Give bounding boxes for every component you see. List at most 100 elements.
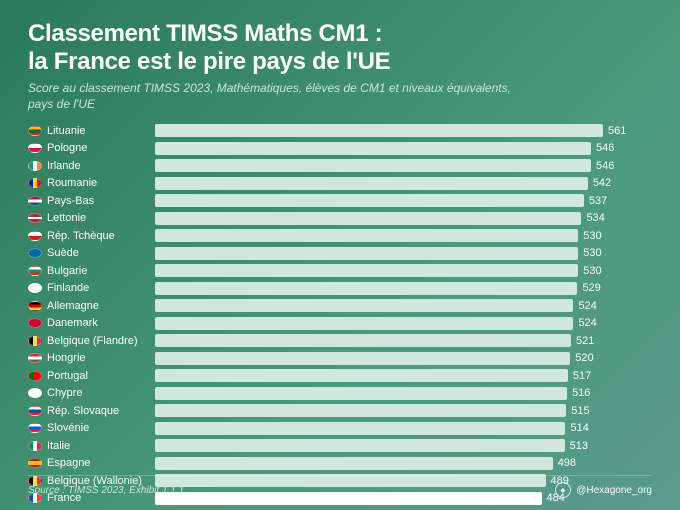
bar-fill [155, 212, 581, 225]
bar-track: 530 [155, 229, 652, 242]
bar-track: 542 [155, 177, 652, 190]
bar-track: 524 [155, 317, 652, 330]
country-label: Roumanie [47, 177, 155, 189]
bar-chart: Lituanie561Pologne546Irlande546Roumanie5… [28, 122, 652, 506]
country-label: Belgique (Flandre) [47, 335, 155, 347]
flag-icon [28, 126, 42, 136]
country-label: Pays-Bas [47, 195, 155, 207]
flag-icon [28, 161, 42, 171]
title-line-2: la France est le pire pays de l'UE [28, 48, 390, 75]
bar-fill [155, 334, 571, 347]
bar-row: Slovénie 514 [28, 420, 652, 437]
bar-value: 516 [572, 387, 590, 399]
country-label: Slovénie [47, 422, 155, 434]
chart-title: Classement TIMSS Maths CM1 : la France e… [28, 20, 652, 75]
bar-value: 530 [583, 265, 601, 277]
bar-fill [155, 439, 565, 452]
flag-icon [28, 458, 42, 468]
bar-fill [155, 264, 578, 277]
credit-handle: @Hexagone_org [576, 485, 652, 496]
bar-track: 561 [155, 124, 652, 137]
bar-value: 546 [596, 142, 614, 154]
bar-fill [155, 247, 578, 260]
country-label: Chypre [47, 387, 155, 399]
bar-row: Italie 513 [28, 437, 652, 454]
bar-row: Allemagne524 [28, 297, 652, 314]
flag-icon [28, 423, 42, 433]
bar-value: 537 [589, 195, 607, 207]
flag-icon [28, 336, 42, 346]
bar-row: Irlande 546 [28, 157, 652, 174]
bar-track: 513 [155, 439, 652, 452]
bar-value: 521 [576, 335, 594, 347]
bar-row: Chypre 516 [28, 385, 652, 402]
flag-icon [28, 143, 42, 153]
bar-fill [155, 159, 591, 172]
bar-row: Belgique (Flandre) 521 [28, 332, 652, 349]
flag-icon [28, 353, 42, 363]
bar-fill [155, 352, 570, 365]
bar-value: 517 [573, 370, 591, 382]
flag-icon [28, 231, 42, 241]
flag-icon [28, 266, 42, 276]
bar-track: 530 [155, 264, 652, 277]
country-label: Pologne [47, 142, 155, 154]
flag-icon [28, 301, 42, 311]
bar-track: 520 [155, 352, 652, 365]
bar-value: 530 [583, 247, 601, 259]
bar-track: 521 [155, 334, 652, 347]
bar-fill [155, 177, 588, 190]
bar-row: Espagne498 [28, 455, 652, 472]
bar-row: Hongrie 520 [28, 350, 652, 367]
country-label: Allemagne [47, 300, 155, 312]
title-line-1: Classement TIMSS Maths CM1 : [28, 20, 382, 47]
country-label: Suède [47, 247, 155, 259]
flag-icon [28, 283, 42, 293]
bar-fill [155, 404, 566, 417]
bar-value: 546 [596, 160, 614, 172]
bar-row: Pologne 546 [28, 140, 652, 157]
bar-track: 530 [155, 247, 652, 260]
bar-fill [155, 282, 577, 295]
bar-row: Rép. Tchèque530 [28, 227, 652, 244]
bar-track: 524 [155, 299, 652, 312]
bar-row: Portugal 517 [28, 367, 652, 384]
bar-track: 546 [155, 159, 652, 172]
bar-value: 514 [570, 422, 588, 434]
bar-track: 516 [155, 387, 652, 400]
country-label: Italie [47, 440, 155, 452]
bar-row: Bulgarie 530 [28, 262, 652, 279]
country-label: Hongrie [47, 352, 155, 364]
bar-row: Pays-Bas 537 [28, 192, 652, 209]
bar-track: 537 [155, 194, 652, 207]
flag-icon [28, 248, 42, 258]
bar-row: Rép. Slovaque515 [28, 402, 652, 419]
bar-value: 542 [593, 177, 611, 189]
chart-subtitle: Score au classement TIMSS 2023, Mathémat… [28, 81, 528, 112]
bar-value: 520 [575, 352, 593, 364]
bar-fill [155, 124, 603, 137]
flag-icon [28, 213, 42, 223]
bar-row: Roumanie 542 [28, 175, 652, 192]
country-label: Lettonie [47, 212, 155, 224]
bar-fill [155, 457, 553, 470]
bar-value: 498 [558, 457, 576, 469]
bar-value: 530 [583, 230, 601, 242]
bar-track: 546 [155, 142, 652, 155]
country-label: Irlande [47, 160, 155, 172]
bar-track: 498 [155, 457, 652, 470]
flag-icon [28, 196, 42, 206]
bar-fill [155, 369, 568, 382]
bar-value: 534 [586, 212, 604, 224]
flag-icon [28, 318, 42, 328]
country-label: Bulgarie [47, 265, 155, 277]
country-label: Portugal [47, 370, 155, 382]
bar-value: 513 [570, 440, 588, 452]
flag-icon [28, 388, 42, 398]
bar-track: 517 [155, 369, 652, 382]
bar-track: 514 [155, 422, 652, 435]
bar-track: 515 [155, 404, 652, 417]
flag-icon [28, 406, 42, 416]
flag-icon [28, 178, 42, 188]
bar-fill [155, 194, 584, 207]
